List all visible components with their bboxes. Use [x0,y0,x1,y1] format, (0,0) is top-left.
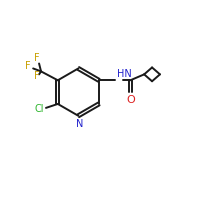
Text: O: O [126,95,135,105]
Text: HN: HN [117,69,131,79]
Text: Cl: Cl [35,104,44,114]
Text: F: F [34,53,40,63]
Text: N: N [76,119,83,129]
Text: F: F [25,61,31,71]
Text: F: F [34,71,40,81]
